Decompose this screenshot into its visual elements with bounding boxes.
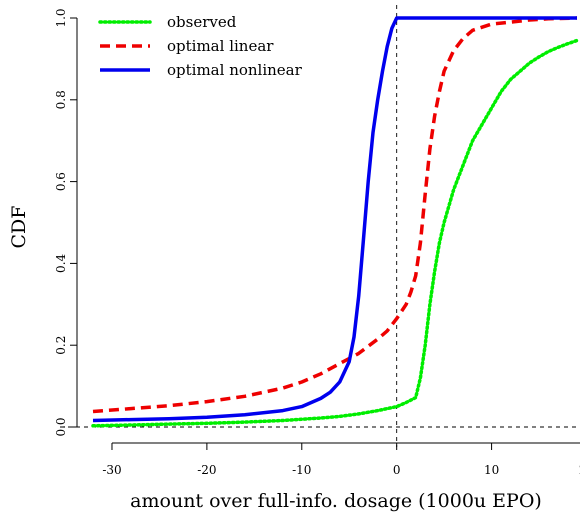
legend-label: observed — [167, 13, 237, 31]
y-tick-label: 0.4 — [54, 253, 68, 272]
y-tick-label: 0.2 — [54, 336, 68, 355]
x-tick-label: 20 — [579, 463, 580, 477]
legend-label: optimal linear — [167, 37, 274, 55]
x-tick-label: 10 — [484, 463, 499, 477]
legend: observed optimal linear optimal nonlinear — [98, 13, 303, 79]
y-tick-label: 0.6 — [54, 172, 68, 191]
x-tick-label: -30 — [102, 463, 121, 477]
x-tick-label: -20 — [197, 463, 216, 477]
series-line-observed — [91, 38, 579, 428]
series-line-optimal-linear — [92, 16, 578, 414]
plot-area — [60, 5, 580, 447]
x-tick-label: 0 — [393, 463, 401, 477]
y-tick-label: 0.0 — [54, 417, 68, 436]
y-tick-label: 1.0 — [54, 8, 68, 27]
axes: -30 -20 -10 0 10 20 0.0 0.2 0.4 0.6 0.8 1.0 — [54, 8, 580, 477]
series-line-optimal-nonlinear — [92, 16, 577, 423]
y-tick-label: 0.8 — [54, 90, 68, 109]
x-tick-label: -10 — [292, 463, 311, 477]
legend-label: optimal nonlinear — [167, 61, 303, 79]
x-axis-title: amount over full-info. dosage (1000u EPO… — [130, 490, 542, 512]
y-axis-title: CDF — [8, 206, 30, 249]
